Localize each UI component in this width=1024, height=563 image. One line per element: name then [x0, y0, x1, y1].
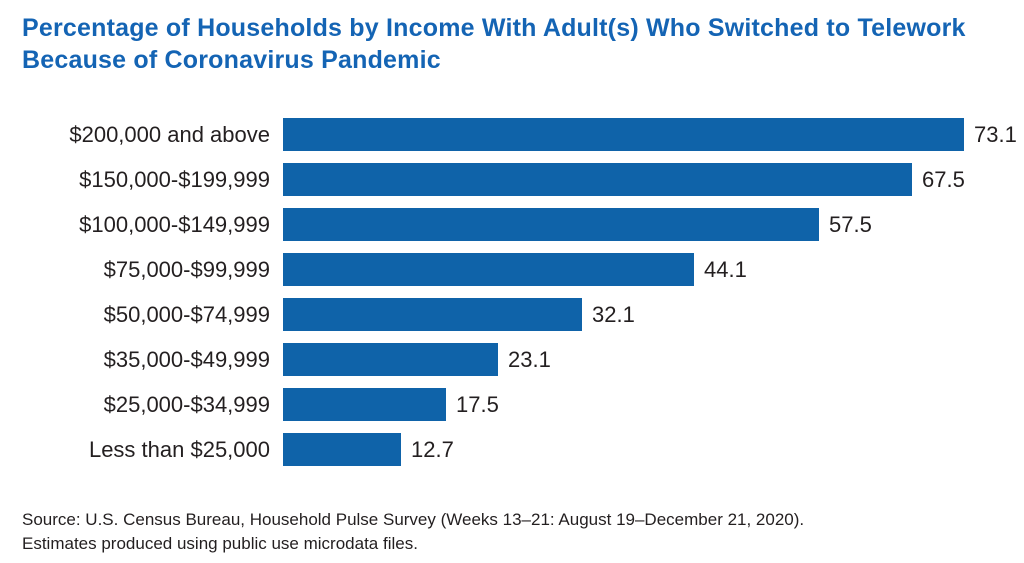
value-label: 73.1 [974, 121, 1017, 147]
bar-row: $200,000 and above 73.1 [22, 118, 1017, 151]
value-label: 17.5 [456, 391, 499, 417]
bar [283, 433, 401, 466]
bar-track: 67.5 [283, 163, 1002, 196]
category-label: $25,000-$34,999 [103, 392, 270, 417]
bar [283, 163, 912, 196]
bar-row: $35,000-$49,999 23.1 [22, 343, 1002, 376]
bar [283, 298, 582, 331]
bar [283, 118, 964, 151]
bar-track: 73.1 [283, 118, 1017, 151]
source-note: Source: U.S. Census Bureau, Household Pu… [22, 508, 1002, 556]
category-label: $35,000-$49,999 [103, 347, 270, 372]
source-line-1: Source: U.S. Census Bureau, Household Pu… [22, 510, 805, 529]
bar-track: 57.5 [283, 208, 1002, 241]
value-label: 67.5 [922, 166, 965, 192]
bar-row: $25,000-$34,999 17.5 [22, 388, 1002, 421]
bar-track: 32.1 [283, 298, 1002, 331]
value-label: 32.1 [592, 301, 635, 327]
bar-track: 12.7 [283, 433, 1002, 466]
value-label: 44.1 [704, 256, 747, 282]
bar-track: 44.1 [283, 253, 1002, 286]
bar-row: $50,000-$74,999 32.1 [22, 298, 1002, 331]
source-line-2: Estimates produced using public use micr… [22, 534, 418, 553]
value-label: 12.7 [411, 436, 454, 462]
bar [283, 208, 819, 241]
bar-track: 17.5 [283, 388, 1002, 421]
bar-rows: $200,000 and above 73.1 $150,000-$199,999 6… [22, 118, 1017, 466]
category-label: $200,000 and above [69, 122, 270, 147]
bar [283, 343, 498, 376]
category-label: $75,000-$99,999 [103, 257, 270, 282]
bar-row: $100,000-$149,999 57.5 [22, 208, 1002, 241]
bar [283, 253, 694, 286]
chart-title: Percentage of Households by Income With … [22, 14, 966, 74]
bar-row: Less than $25,000 12.7 [22, 433, 1002, 466]
bar [283, 388, 446, 421]
value-label: 57.5 [829, 211, 872, 237]
category-label: $150,000-$199,999 [79, 167, 270, 192]
value-label: 23.1 [508, 346, 551, 372]
bar-track: 23.1 [283, 343, 1002, 376]
category-label: $50,000-$74,999 [103, 302, 270, 327]
category-label: $100,000-$149,999 [79, 212, 270, 237]
category-label: Less than $25,000 [88, 437, 270, 462]
bar-row: $75,000-$99,999 44.1 [22, 253, 1002, 286]
bar-row: $150,000-$199,999 67.5 [22, 163, 1002, 196]
